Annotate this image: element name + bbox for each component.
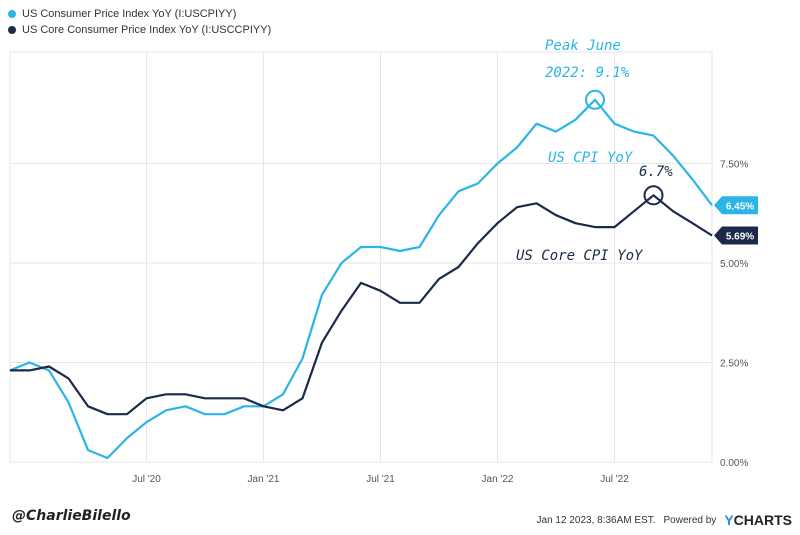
y-tick-label: 2.50% (720, 358, 748, 369)
series-lines (9, 98, 713, 460)
y-tick-label: 7.50% (720, 159, 748, 170)
legend: US Consumer Price Index YoY (I:USCPIYY) … (8, 6, 271, 38)
legend-marker-cpi (8, 10, 16, 18)
x-tick-label: Jul '22 (600, 474, 629, 485)
y-axis-labels: 0.00% 2.50% 5.00% 7.50% (720, 159, 748, 469)
footer-credits: Jan 12 2023, 8:36AM EST. Powered by YCHA… (537, 512, 792, 528)
annotation-text: US Core CPI YoY (516, 248, 644, 264)
annotations: Peak June 2022: 9.1% US CPI YoY 6.7% US Core… (516, 38, 673, 264)
end-value-labels: 6.45% 5.69% (714, 196, 758, 245)
legend-marker-core-cpi (8, 26, 16, 34)
x-tick-label: Jul '20 (132, 474, 161, 485)
powered-by-label: Powered by (663, 514, 717, 526)
y-tick-label: 5.00% (720, 259, 748, 270)
cpi-end-label: 6.45% (714, 196, 758, 215)
end-label-text: 6.45% (726, 201, 754, 212)
legend-item-cpi[interactable]: US Consumer Price Index YoY (I:USCPIYY) (8, 6, 271, 22)
x-tick-label: Jan '21 (248, 474, 280, 485)
legend-label-cpi: US Consumer Price Index YoY (I:USCPIYY) (22, 8, 237, 20)
core-cpi-peak-circle (643, 185, 664, 206)
end-label-tag (714, 226, 758, 245)
annotation-text: US CPI YoY (548, 150, 634, 166)
timestamp: Jan 12 2023, 8:36AM EST. (536, 514, 656, 526)
end-label-tag (714, 196, 758, 215)
ycharts-logo[interactable]: YCHARTS (724, 512, 792, 528)
annotation-text: Peak June (545, 38, 621, 54)
end-label-text: 5.69% (726, 232, 754, 243)
legend-item-core-cpi[interactable]: US Core Consumer Price Index YoY (I:USCC… (8, 22, 271, 38)
legend-label-core-cpi: US Core Consumer Price Index YoY (I:USCC… (22, 24, 272, 36)
gridlines (9, 51, 713, 463)
cpi-peak-circle (585, 89, 605, 110)
annotation-text: 2022: 9.1% (545, 65, 630, 81)
cpi-series-line (9, 98, 713, 460)
y-tick-label: 0.00% (720, 458, 748, 469)
x-tick-label: Jan '22 (482, 474, 514, 485)
core-cpi-end-label: 5.69% (714, 226, 758, 245)
annotation-text: 6.7% (639, 164, 673, 180)
author-handle: @CharlieBilello (12, 508, 131, 524)
x-axis-labels: Jul '20 Jan '21 Jul '21 Jan '22 Jul '22 (132, 474, 629, 485)
x-tick-label: Jul '21 (366, 474, 395, 485)
core-cpi-series-line (10, 194, 713, 416)
